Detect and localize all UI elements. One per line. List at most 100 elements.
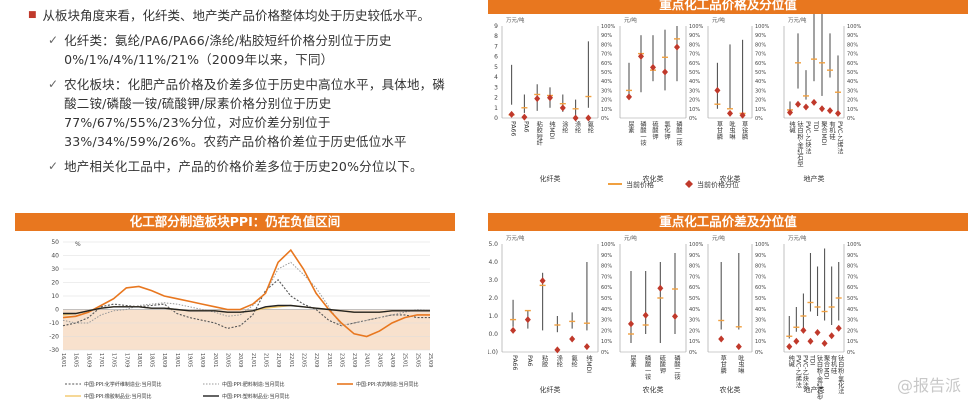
y2-tick-label: 70%: [689, 274, 700, 280]
y2-tick-label: 30%: [689, 318, 700, 324]
y2-tick-label: 80%: [689, 264, 700, 270]
x-category-label: 钛白粉-金红石型: [796, 120, 803, 166]
x-category-label: 氯化钾: [663, 120, 670, 140]
y-tick-label: 6: [494, 54, 498, 61]
x-category-label: TDI: [808, 354, 815, 366]
spread-percentile-chart: 万元/吨 5.0 4.0 3.0 2.0 1.0 0.0 (1.0) 100% 90% 80% 70%…: [488, 234, 862, 400]
legend-price-label: 当前价格: [626, 180, 654, 189]
y2-tick-label: 0%: [601, 350, 609, 356]
chart-title-price: 重点化工品价格及分位值: [488, 0, 968, 14]
unit-label: 万元/吨: [788, 16, 807, 24]
x-tick-label: 21/01: [250, 353, 256, 367]
x-tick-label: 18/01: [136, 353, 142, 367]
y2-tick-label: 60%: [689, 285, 700, 291]
legend-pct-label: 当前价格分位: [697, 180, 739, 189]
x-category-label: PA6: [526, 355, 533, 367]
y2-tick-label: 80%: [847, 42, 858, 48]
x-category-label: PA6: [522, 121, 529, 133]
legend-pct-swatch: [685, 180, 693, 188]
check-icon: ✓: [48, 159, 59, 173]
unit-label: %: [75, 241, 81, 248]
x-tick-label: 23/05: [338, 353, 344, 367]
percentile-diamond: [539, 277, 546, 285]
y2-tick-label: 30%: [755, 88, 766, 94]
x-tick-label: 19/09: [199, 353, 205, 367]
x-tick-label: 23/09: [351, 353, 357, 367]
x-category-label: 粘胶: [541, 354, 548, 368]
unit-label: 元/吨: [712, 16, 725, 24]
x-category-label: 聚合MDI: [823, 355, 830, 380]
y-tick-label: 50: [51, 239, 59, 246]
y2-tick-label: 60%: [755, 285, 766, 291]
x-tick-label: 24/01: [364, 353, 370, 367]
x-tick-label: 25/05: [414, 353, 420, 367]
x-category-label: 磷酸一铵: [639, 120, 646, 147]
x-category-label: 涤纶: [555, 354, 562, 367]
x-category-label: 氨纶: [586, 120, 593, 133]
x-tick-label: 20/01: [212, 353, 218, 367]
text-bullets: ■ 从板块角度来看，化纤类、地产类产品价格整体均处于历史较低水平。 ✓ 化纤类：…: [28, 6, 453, 176]
y-tick-label: 9: [494, 23, 498, 30]
y2-tick-label: 90%: [755, 253, 766, 259]
y2-tick-label: 70%: [689, 52, 700, 58]
y-tick-label: 7: [494, 43, 498, 50]
y2-tick-label: 30%: [689, 88, 700, 94]
x-category-label: PVC-乙炔法: [801, 355, 808, 389]
y-tick-label: 0: [55, 307, 59, 314]
y2-tick-label: 50%: [847, 70, 858, 76]
y2-tick-label: 70%: [601, 274, 612, 280]
percentile-diamond: [811, 98, 817, 106]
bullet-sub-2-text: 农化板块：化肥产品价格及价差多位于历史中高位水平，具体地，磷酸二铵/磷酸一铵/硫…: [64, 77, 446, 149]
x-category-label: PA66: [510, 121, 517, 137]
x-tick-label: 19/01: [174, 353, 180, 367]
y2-tick-label: 0%: [689, 116, 697, 122]
x-category-label: 磷酸二铵: [675, 120, 682, 147]
y-tick-label: 5.0: [488, 241, 498, 248]
x-category-label: 磷酸一铵: [644, 354, 651, 381]
y-tick-label: 3: [494, 84, 498, 91]
watermark: @报告派: [896, 376, 961, 395]
y2-tick-label: 20%: [601, 98, 612, 104]
negative-zone-fill: [63, 309, 430, 350]
unit-label: 元/吨: [624, 234, 637, 242]
y-tick-label: 3.0: [488, 277, 498, 284]
bullet-sub-1: ✓ 化纤类：氨纶/PA6/PA66/涤纶/粘胶短纤价格分别位于历史0%/1%/4…: [48, 31, 453, 69]
ppi-series-line: [63, 304, 430, 315]
percentile-diamond: [835, 324, 842, 332]
percentile-diamond: [569, 335, 576, 343]
percentile-diamond: [554, 346, 561, 354]
y2-tick-label: 10%: [689, 107, 700, 113]
y2-tick-label: 40%: [601, 307, 612, 313]
y2-tick-label: 100%: [847, 24, 862, 30]
group-label: 化纤类: [540, 385, 561, 394]
y2-tick-label: 10%: [601, 107, 612, 113]
group-label: 地产类: [804, 385, 825, 394]
x-tick-label: 24/09: [389, 353, 395, 367]
y2-tick-label: 30%: [847, 318, 858, 324]
percentile-diamond: [814, 329, 821, 337]
x-tick-label: 18/09: [161, 353, 167, 367]
y-tick-label: 1: [494, 105, 498, 112]
ppi-line-chart: 50 40 30 20 10 0 -10 -20 -30% 16/01 16/05 16/09 17/0…: [49, 239, 433, 400]
percentile-diamond: [786, 343, 793, 351]
y-tick-label: 2.0: [488, 295, 498, 302]
legend-label: 中国:PPI:肥料制造:当月同比: [222, 381, 285, 388]
y2-tick-label: 80%: [755, 42, 766, 48]
unit-label: 万元/吨: [506, 234, 525, 242]
y2-tick-label: 60%: [847, 285, 858, 291]
unit-label: 万元/吨: [788, 234, 807, 242]
y2-tick-label: 20%: [601, 328, 612, 334]
x-category-label: 氨纶: [570, 354, 577, 367]
percentile-diamond: [572, 114, 579, 122]
y2-tick-label: 0%: [689, 350, 697, 356]
y2-tick-label: 50%: [847, 296, 858, 302]
y-tick-label: 5: [494, 64, 498, 71]
y2-tick-label: 90%: [601, 253, 612, 259]
x-category-label: PA66: [511, 355, 518, 371]
group-label: 农化类: [720, 174, 741, 183]
y2-tick-label: 50%: [689, 70, 700, 76]
y-tick-label: (1.0): [488, 349, 498, 356]
y2-tick-label: 10%: [755, 107, 766, 113]
x-tick-label: 21/09: [275, 353, 281, 367]
y2-tick-label: 100%: [601, 24, 616, 30]
